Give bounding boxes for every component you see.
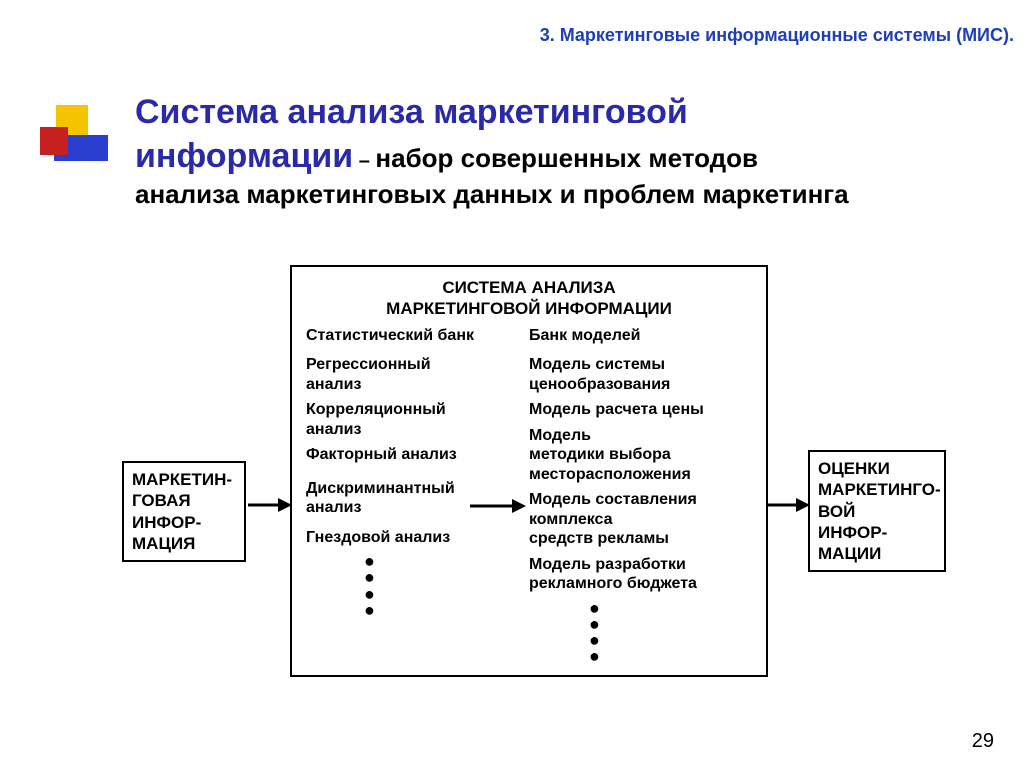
ellipsis-dots: ●●●● [306, 553, 529, 618]
right-item: Модель разработкирекламного бюджета [529, 555, 752, 594]
left-box-text: МАРКЕТИН-ГОВАЯИНФОР-МАЦИЯ [132, 470, 232, 553]
right-item: Модель системыценообразования [529, 355, 752, 394]
left-item: Регрессионныйанализ [306, 355, 529, 394]
title-dash: – [353, 150, 375, 172]
center-title: СИСТЕМА АНАЛИЗАМАРКЕТИНГОВОЙ ИНФОРМАЦИИ [306, 277, 752, 320]
left-box: МАРКЕТИН-ГОВАЯИНФОР-МАЦИЯ [122, 461, 246, 562]
arrow-center-to-right [768, 495, 810, 515]
title-line1: Система анализа маркетинговой [135, 93, 688, 131]
right-item: Модель расчета цены [529, 400, 752, 420]
red-square [40, 127, 68, 155]
title-rest1: набор совершенных методов [375, 143, 758, 173]
center-box: СИСТЕМА АНАЛИЗАМАРКЕТИНГОВОЙ ИНФОРМАЦИИ … [290, 265, 768, 677]
slide-title: Система анализа маркетинговой информации… [135, 90, 1024, 212]
arrow-inner [470, 497, 526, 515]
section-header-text: 3. Маркетинговые информационные системы … [540, 25, 1014, 45]
right-box: ОЦЕНКИМАРКЕТИНГО-ВОЙИНФОР-МАЦИИ [808, 450, 946, 572]
page-number: 29 [972, 730, 994, 753]
right-item: Модель составлениякомплексасредств рекла… [529, 490, 752, 549]
ellipsis-dots: ●●●● [529, 600, 752, 665]
diagram: МАРКЕТИН-ГОВАЯИНФОР-МАЦИЯ СИСТЕМА АНАЛИЗ… [0, 265, 1024, 695]
title-rest2: анализа маркетинговых данных и проблем м… [135, 179, 849, 209]
title-bullet-graphic [40, 105, 120, 185]
left-item: Гнездовой анализ [306, 528, 529, 548]
right-item: Модельметодики выбораместорасположения [529, 426, 752, 485]
right-box-text: ОЦЕНКИМАРКЕТИНГО-ВОЙИНФОР-МАЦИИ [818, 459, 941, 563]
left-item: Корреляционныйанализ [306, 400, 529, 439]
left-column: Статистический банк Регрессионныйанализ … [306, 326, 529, 665]
left-col-head: Статистический банк [306, 326, 529, 346]
center-columns: Статистический банк Регрессионныйанализ … [306, 326, 752, 665]
arrow-left-to-center [248, 495, 292, 515]
section-header: 3. Маркетинговые информационные системы … [540, 25, 1014, 46]
right-column: Банк моделей Модель системыценообразован… [529, 326, 752, 665]
title-line2-bold: информации [135, 137, 353, 175]
right-col-head: Банк моделей [529, 326, 752, 346]
left-item: Факторный анализ [306, 445, 529, 465]
